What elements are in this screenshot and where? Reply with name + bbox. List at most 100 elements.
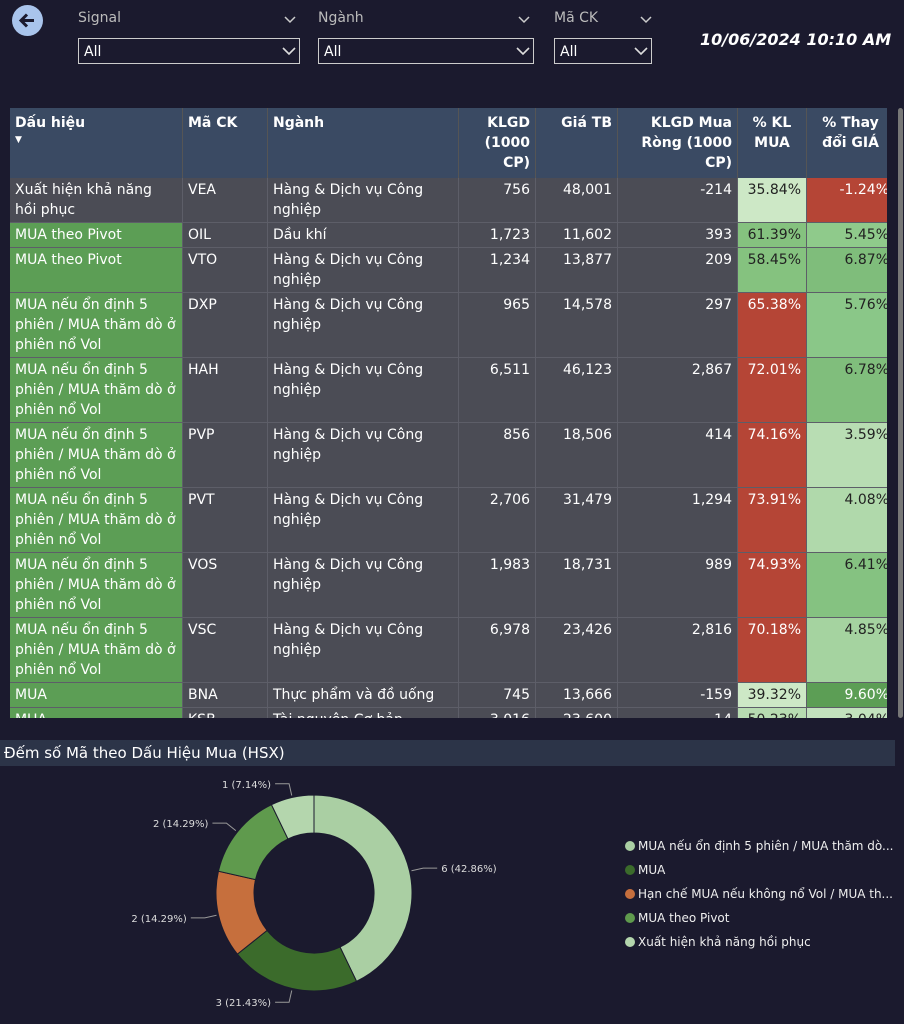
chart-title: Đếm số Mã theo Dấu Hiệu Mua (HSX) — [0, 740, 895, 766]
table-cell: VSC — [182, 617, 268, 683]
filter-value: All — [560, 44, 578, 60]
table-cell: 65.38% — [737, 292, 807, 358]
donut-slice — [215, 870, 268, 955]
table-cell: 6.87% — [806, 247, 887, 293]
table-row: MUA nếu ổn định 5 phiên / MUA thăm dò ở … — [10, 292, 887, 358]
legend-label: MUA — [638, 863, 666, 877]
table-cell: MUA — [10, 682, 183, 708]
table-cell: -1.24% — [806, 178, 887, 223]
column-header[interactable]: KLGD (1000 CP) — [458, 108, 536, 178]
donut-slice — [217, 804, 289, 881]
back-icon — [18, 13, 34, 28]
data-label: 1 (7.14%) — [222, 780, 271, 791]
table-cell: 31,479 — [535, 487, 618, 553]
table-cell: 4.08% — [806, 487, 887, 553]
column-header[interactable]: Dấu hiệu ▼ — [10, 108, 183, 178]
table-cell: -159 — [617, 682, 738, 708]
table-cell: 1,294 — [617, 487, 738, 553]
legend-label: Hạn chế MUA nếu không nổ Vol / MUA th... — [638, 887, 893, 901]
table-cell: PVT — [182, 487, 268, 553]
column-header[interactable]: Mã CK — [182, 108, 268, 178]
table-cell: 756 — [458, 178, 536, 223]
table-cell: Hàng & Dịch vụ Công nghiệp — [267, 617, 459, 683]
header-text: Dấu hiệu — [15, 115, 86, 131]
table-row: MUAKSBTài nguyên Cơ bản3,01623,6001450.2… — [10, 707, 887, 718]
leader-line — [190, 914, 217, 919]
table-cell: HAH — [182, 357, 268, 423]
column-header[interactable]: % KL MUA — [737, 108, 807, 178]
table-container: Dấu hiệu ▼ Mã CK Ngành KLGD (1000 CP) Giá TB K… — [10, 108, 887, 718]
table-cell: 48,001 — [535, 178, 618, 223]
table-cell: 6,511 — [458, 357, 536, 423]
table-row: MUA nếu ổn định 5 phiên / MUA thăm dò ở … — [10, 552, 887, 618]
column-header[interactable]: Ngành — [267, 108, 459, 178]
filter-dropdown[interactable]: All — [318, 38, 534, 64]
table-cell: 50.23% — [737, 707, 807, 718]
table-cell: BNA — [182, 682, 268, 708]
table-cell: Thực phẩm và đồ uống — [267, 682, 459, 708]
table-cell: 6.78% — [806, 357, 887, 423]
filter: Signal All — [78, 10, 300, 64]
table-cell: -214 — [617, 178, 738, 223]
back-button[interactable] — [12, 5, 43, 36]
column-header[interactable]: Giá TB — [535, 108, 618, 178]
table-cell: 9.60% — [806, 682, 887, 708]
table-cell: 74.16% — [737, 422, 807, 488]
filter-dropdown[interactable]: All — [78, 38, 300, 64]
table-cell: MUA theo Pivot — [10, 222, 183, 248]
table-cell: 4.85% — [806, 617, 887, 683]
table-cell: 18,506 — [535, 422, 618, 488]
table-cell: Hàng & Dịch vụ Công nghiệp — [267, 292, 459, 358]
scrollbar[interactable] — [898, 108, 903, 718]
table-cell: MUA theo Pivot — [10, 247, 183, 293]
legend-marker — [625, 841, 635, 851]
table-row: MUA theo Pivot OIL Dầu khí 1,723 11,602 393 61… — [10, 222, 887, 248]
legend-label: MUA theo Pivot — [638, 911, 730, 925]
table-cell: MUA nếu ổn định 5 phiên / MUA thăm dò ở … — [10, 617, 183, 683]
column-header[interactable]: % Thay đổi GIÁ — [806, 108, 887, 178]
sort-icon: ▼ — [15, 135, 22, 145]
table-cell: Xuất hiện khả năng hồi phục — [10, 178, 183, 223]
filter-label: Mã CK — [554, 10, 599, 26]
donut-slice — [313, 794, 413, 982]
filter-value: All — [324, 44, 342, 60]
table-cell: Hàng & Dịch vụ Công nghiệp — [267, 422, 459, 488]
table-cell: 74.93% — [737, 552, 807, 618]
table-cell: 3.04% — [806, 707, 887, 718]
table-cell: 13,877 — [535, 247, 618, 293]
table-cell: 5.45% — [806, 222, 887, 248]
table-cell: VTO — [182, 247, 268, 293]
data-label: 3 (21.43%) — [216, 998, 272, 1009]
filter-label: Signal — [78, 10, 122, 26]
table-cell: 70.18% — [737, 617, 807, 683]
table-cell: 297 — [617, 292, 738, 358]
table-cell: 58.45% — [737, 247, 807, 293]
column-header[interactable]: KLGD Mua Ròng (1000 CP) — [617, 108, 738, 178]
table-cell: 72.01% — [737, 357, 807, 423]
chevron-icon — [516, 47, 530, 56]
table-cell: MUA nếu ổn định 5 phiên / MUA thăm dò ở … — [10, 292, 183, 358]
table-cell: 14,578 — [535, 292, 618, 358]
filter-dropdown[interactable]: All — [554, 38, 652, 64]
table-cell: MUA — [10, 707, 183, 718]
leader-line — [212, 822, 237, 832]
table-row: Xuất hiện khả năng hồi phục VEA Hàng & Dịc… — [10, 178, 887, 223]
table-cell: 2,816 — [617, 617, 738, 683]
table-cell: 6,978 — [458, 617, 536, 683]
table-cell: 3,016 — [458, 707, 536, 718]
legend-label: Xuất hiện khả năng hồi phục — [638, 935, 811, 949]
table-cell: 14 — [617, 707, 738, 718]
table-cell: 5.76% — [806, 292, 887, 358]
legend-marker — [625, 913, 635, 923]
table-row: MUA nếu ổn định 5 phiên / MUA thăm dò ở … — [10, 617, 887, 683]
table-cell: VEA — [182, 178, 268, 223]
chevron-icon — [640, 16, 652, 24]
donut-slice — [236, 929, 358, 992]
legend-label: MUA nếu ổn định 5 phiên / MUA thăm dò... — [638, 839, 894, 853]
table-row: MUA nếu ổn định 5 phiên / MUA thăm dò ở … — [10, 422, 887, 488]
table-cell: PVP — [182, 422, 268, 488]
table-cell: 61.39% — [737, 222, 807, 248]
chevron-icon — [284, 16, 296, 24]
table-cell: Dầu khí — [267, 222, 459, 248]
